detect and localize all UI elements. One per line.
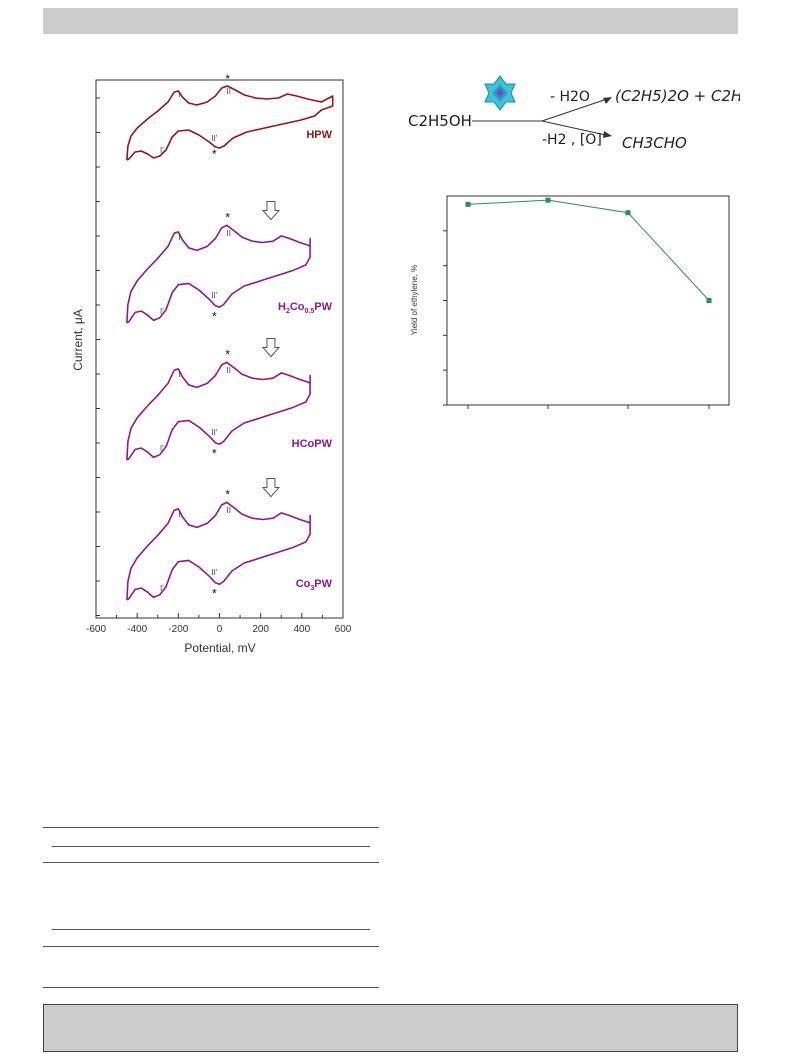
peak-star-marker: * <box>212 147 217 161</box>
polyoxometalate-cluster-icon <box>484 75 516 111</box>
yield-data-point <box>545 197 551 203</box>
cv-x-tick-labels: -600 -400 -200 0 200 400 600 <box>86 624 352 635</box>
cv-x-tick-label: 200 <box>252 624 269 635</box>
yield-plot-frame <box>446 195 730 406</box>
cv-curve <box>126 501 311 601</box>
cv-sample-label: Co3PW <box>296 578 333 592</box>
peak-star-marker: * <box>212 309 217 323</box>
yield-data-point <box>465 201 471 207</box>
table-rule-bottom <box>43 987 379 988</box>
top-arrow-line <box>541 97 611 122</box>
down-arrow-icon <box>261 478 281 498</box>
yield-data-point <box>706 298 712 303</box>
bottom-arrow-line <box>541 120 611 137</box>
page-header-bar <box>43 8 738 34</box>
top-arrow-head <box>603 97 612 104</box>
cv-x-axis-label: Potential, mV <box>184 641 255 655</box>
table-rule-sub1 <box>52 846 370 847</box>
peak-label-I: I <box>178 233 180 242</box>
peak-label-II-prime: II' <box>211 568 217 577</box>
peak-star-marker: * <box>212 586 217 600</box>
peak-label-I: I <box>178 510 180 519</box>
yield-series <box>465 197 712 303</box>
cv-curve <box>126 224 311 324</box>
yield-data-point <box>625 210 631 216</box>
peak-label-I-prime: I' <box>160 307 164 316</box>
peak-star-marker: * <box>225 72 230 86</box>
yield-tick-marks <box>443 230 710 409</box>
cv-x-tick-label: -400 <box>127 624 147 635</box>
cv-tick-marks <box>95 97 344 618</box>
peak-label-II: II <box>227 87 231 96</box>
bottom-product: CH3CHO <box>622 134 687 152</box>
table-rule-mid1 <box>43 862 379 863</box>
peak-label-II-prime: II' <box>211 428 217 437</box>
bottom-arrow-condition: -H2 , [O] <box>542 132 602 148</box>
peak-star-marker: * <box>225 347 230 361</box>
down-arrow-icon <box>261 201 281 221</box>
cv-sample-label: H2Co0.5PW <box>278 301 333 315</box>
table-rule-mid2 <box>43 946 379 947</box>
page-footer-bar <box>43 1004 738 1052</box>
reactant-formula: C2H5OH <box>408 112 472 130</box>
peak-label-II: II <box>227 506 231 515</box>
cv-x-tick-label: -200 <box>168 624 188 635</box>
peak-label-II-prime: II' <box>211 291 217 300</box>
ethylene-yield-chart: Yield of ethylene, % <box>410 195 730 409</box>
cv-curves <box>126 85 334 601</box>
peak-label-II-prime: II' <box>211 134 217 143</box>
cv-x-tick-label: -600 <box>86 624 106 635</box>
cv-sample-label: HCoPW <box>292 438 333 450</box>
cv-x-tick-label: 0 <box>217 624 223 635</box>
peak-label-I-prime: I' <box>160 444 164 453</box>
peak-star-marker: * <box>225 210 230 224</box>
peak-label-II: II <box>227 366 231 375</box>
cv-curve <box>126 361 311 461</box>
top-arrow-condition: - H2O <box>550 89 590 105</box>
top-product: (C2H5)2O + C2H4 <box>615 87 740 105</box>
cv-y-axis-label: Current, μA <box>71 309 85 371</box>
peak-star-marker: * <box>212 446 217 460</box>
yield-series-line <box>467 199 710 301</box>
table-rule-top <box>43 827 379 828</box>
peak-label-II: II <box>227 229 231 238</box>
cv-x-tick-label: 400 <box>293 624 310 635</box>
table-rule-sub2 <box>52 929 370 930</box>
peak-label-I: I <box>178 370 180 379</box>
down-arrow-icon <box>261 338 281 358</box>
cv-curve <box>126 85 334 161</box>
peak-label-I-prime: I' <box>160 146 164 155</box>
peak-label-I: I <box>178 90 180 99</box>
yield-y-axis-label: Yield of ethylene, % <box>410 265 419 335</box>
cv-sample-label: HPW <box>306 129 332 141</box>
bottom-arrow-head <box>603 131 612 138</box>
cv-x-tick-label: 600 <box>335 624 352 635</box>
peak-star-marker: * <box>225 487 230 501</box>
reaction-scheme: C2H5OH - H2O (C2H5)2O + C2H4 -H2 , [O] C… <box>408 75 740 152</box>
peak-label-I-prime: I' <box>160 584 164 593</box>
cv-plot-frame <box>95 79 344 619</box>
